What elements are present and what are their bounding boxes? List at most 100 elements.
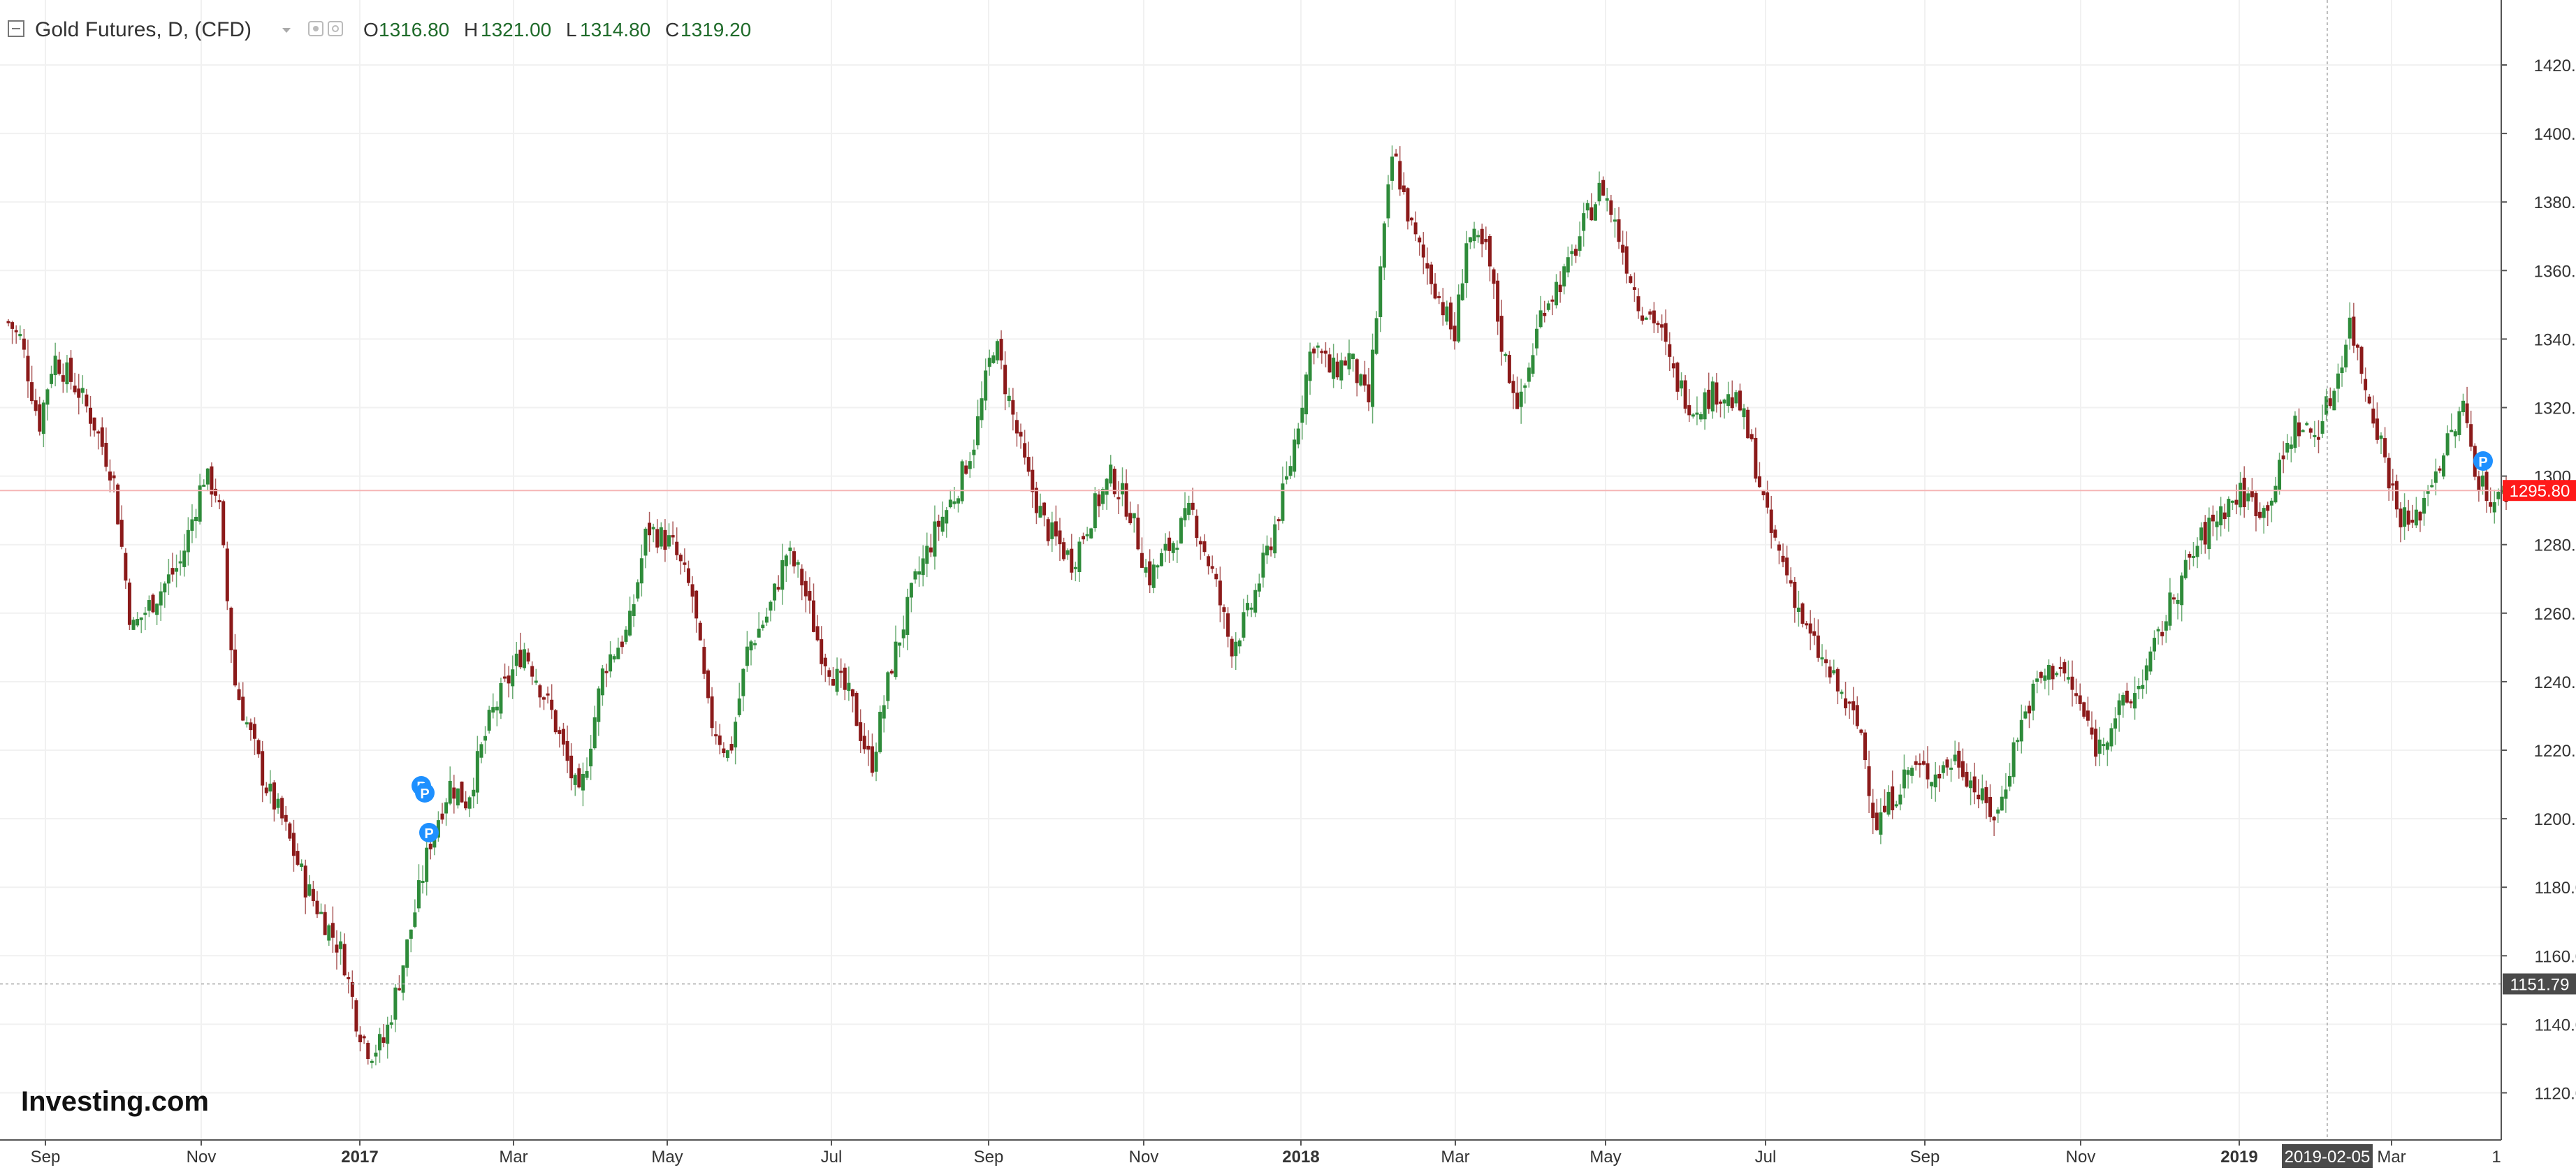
candle-down[interactable] bbox=[1082, 532, 1086, 545]
candle-up[interactable] bbox=[405, 939, 409, 977]
candle-down[interactable] bbox=[1992, 815, 1996, 836]
candle-up[interactable] bbox=[2313, 421, 2317, 447]
candle-down[interactable] bbox=[2160, 620, 2164, 645]
candle-down[interactable] bbox=[6, 319, 10, 327]
candle-down[interactable] bbox=[1921, 750, 1926, 766]
candle-up[interactable] bbox=[609, 641, 613, 678]
candle-up[interactable] bbox=[2461, 393, 2465, 416]
candle-up[interactable] bbox=[1304, 372, 1308, 425]
candle-down[interactable] bbox=[729, 736, 734, 754]
candle-up[interactable] bbox=[2117, 693, 2121, 732]
candle-down[interactable] bbox=[1112, 466, 1116, 497]
candle-up[interactable] bbox=[2066, 660, 2070, 684]
candle-up[interactable] bbox=[1050, 511, 1054, 553]
candle-down[interactable] bbox=[1926, 746, 1930, 789]
candle-up[interactable] bbox=[45, 388, 50, 421]
candle-down[interactable] bbox=[706, 668, 710, 704]
candle-down[interactable] bbox=[839, 658, 843, 688]
event-marker[interactable]: P bbox=[419, 823, 439, 842]
candle-down[interactable] bbox=[683, 548, 687, 573]
candle-up[interactable] bbox=[581, 762, 585, 807]
candle-down[interactable] bbox=[88, 395, 92, 437]
candle-down[interactable] bbox=[73, 372, 77, 395]
candle-up[interactable] bbox=[2227, 496, 2231, 532]
candle-down[interactable] bbox=[225, 541, 229, 610]
candle-up[interactable] bbox=[1296, 423, 1300, 448]
candle-up[interactable] bbox=[416, 864, 421, 913]
candle-up[interactable] bbox=[1257, 573, 1261, 597]
candle-down[interactable] bbox=[104, 427, 108, 471]
candle-down[interactable] bbox=[2129, 699, 2133, 709]
candle-up[interactable] bbox=[1293, 428, 1297, 478]
candle-down[interactable] bbox=[1918, 753, 1922, 778]
candle-up[interactable] bbox=[2011, 737, 2016, 784]
candle-down[interactable] bbox=[330, 906, 335, 953]
candle-up[interactable] bbox=[1691, 413, 1695, 419]
candle-up[interactable] bbox=[788, 541, 792, 565]
candle-up[interactable] bbox=[2403, 493, 2407, 540]
candle-down[interactable] bbox=[820, 626, 824, 675]
candle-down[interactable] bbox=[718, 724, 722, 754]
candle-up[interactable] bbox=[2113, 707, 2118, 745]
candle-down[interactable] bbox=[354, 998, 358, 1037]
candle-up[interactable] bbox=[984, 358, 988, 411]
candle-down[interactable] bbox=[342, 933, 347, 977]
candle-down[interactable] bbox=[1116, 481, 1121, 514]
candle-up[interactable] bbox=[995, 339, 999, 364]
candle-up[interactable] bbox=[2278, 453, 2282, 495]
candle-up[interactable] bbox=[773, 583, 777, 611]
candle-up[interactable] bbox=[139, 617, 143, 634]
candle-up[interactable] bbox=[639, 544, 643, 597]
candle-up[interactable] bbox=[1726, 381, 1731, 413]
candle-up[interactable] bbox=[2450, 413, 2454, 432]
candle-up[interactable] bbox=[155, 603, 159, 625]
candle-up[interactable] bbox=[268, 770, 272, 804]
candle-down[interactable] bbox=[1914, 755, 1918, 771]
candle-down[interactable] bbox=[2234, 484, 2239, 515]
candle-up[interactable] bbox=[2153, 630, 2157, 660]
candle-up[interactable] bbox=[741, 668, 745, 712]
candle-down[interactable] bbox=[655, 519, 660, 554]
candle-up[interactable] bbox=[2324, 388, 2329, 421]
candle-up[interactable] bbox=[80, 375, 85, 404]
candle-down[interactable] bbox=[1945, 756, 1949, 776]
candle-up[interactable] bbox=[1156, 564, 1160, 579]
candle-down[interactable] bbox=[2308, 427, 2313, 439]
candle-down[interactable] bbox=[284, 805, 288, 831]
candle-down[interactable] bbox=[553, 709, 558, 735]
candle-down[interactable] bbox=[1683, 375, 1687, 414]
candle-up[interactable] bbox=[1722, 398, 1726, 419]
candle-up[interactable] bbox=[659, 522, 663, 550]
candle-up[interactable] bbox=[636, 579, 640, 602]
candle-down[interactable] bbox=[2125, 682, 2129, 704]
candle-down[interactable] bbox=[698, 620, 702, 641]
candle-up[interactable] bbox=[1519, 379, 1523, 424]
candle-down[interactable] bbox=[526, 648, 530, 665]
candle-up[interactable] bbox=[2430, 479, 2434, 488]
candle-up[interactable] bbox=[1933, 761, 1937, 802]
candle-down[interactable] bbox=[252, 717, 256, 755]
candle-up[interactable] bbox=[2191, 542, 2195, 566]
candle-up[interactable] bbox=[1570, 244, 1574, 266]
candle-up[interactable] bbox=[456, 788, 460, 809]
candle-down[interactable] bbox=[2082, 701, 2086, 719]
collapse-icon[interactable] bbox=[8, 20, 24, 37]
candle-up[interactable] bbox=[1531, 343, 1535, 377]
eye-icon[interactable] bbox=[308, 21, 323, 36]
candle-down[interactable] bbox=[1730, 380, 1734, 411]
candle-up[interactable] bbox=[2148, 646, 2153, 675]
candle-up[interactable] bbox=[894, 625, 898, 680]
candle-down[interactable] bbox=[151, 593, 155, 614]
candle-down[interactable] bbox=[1026, 441, 1031, 476]
candle-down[interactable] bbox=[233, 634, 237, 687]
candle-up[interactable] bbox=[65, 355, 69, 393]
candle-down[interactable] bbox=[1789, 567, 1793, 587]
candle-up[interactable] bbox=[573, 773, 577, 796]
candle-down[interactable] bbox=[565, 725, 569, 773]
candle-down[interactable] bbox=[776, 575, 780, 592]
candle-up[interactable] bbox=[1538, 295, 1543, 329]
candle-up[interactable] bbox=[1175, 540, 1179, 563]
candle-up[interactable] bbox=[1796, 590, 1800, 627]
candle-down[interactable] bbox=[1761, 490, 1766, 501]
candle-down[interactable] bbox=[2375, 402, 2379, 444]
